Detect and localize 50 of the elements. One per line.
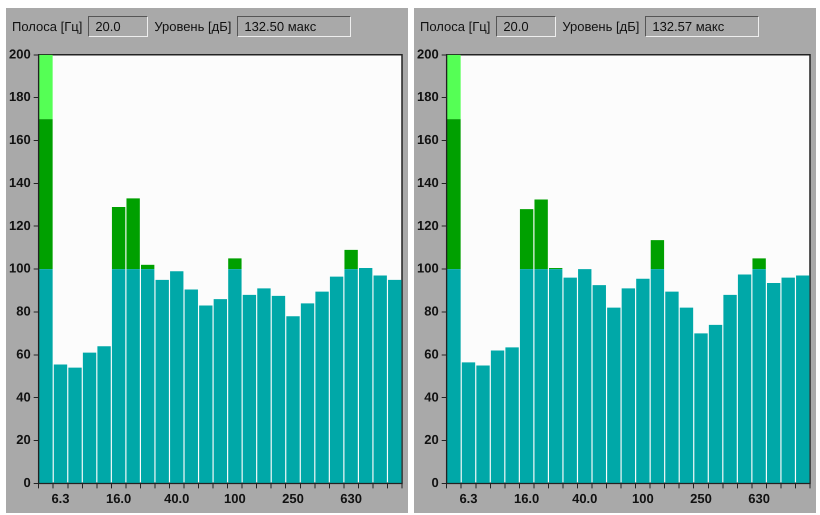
- x-tick-label: 100: [224, 490, 246, 506]
- x-tick-label: 630: [748, 490, 770, 506]
- x-tick-label: 630: [340, 490, 362, 506]
- bar: [228, 258, 242, 270]
- y-tick-label: 200: [8, 46, 31, 62]
- y-tick-label: 60: [424, 346, 439, 362]
- text: Уровень [дБ]: [562, 18, 640, 34]
- y-tick-label: 140: [416, 174, 439, 190]
- y-tick-label: 0: [431, 474, 439, 490]
- x-tick-label: 16.0: [106, 490, 132, 506]
- x-tick-label: 6.3: [459, 490, 478, 506]
- y-tick-label: 180: [8, 89, 31, 104]
- bar: [752, 258, 766, 270]
- y-tick-label: 40: [424, 389, 439, 404]
- text: Полоса [Гц]: [420, 18, 490, 34]
- bar: [344, 250, 358, 270]
- text: 132.50 макс: [237, 16, 352, 36]
- y-tick-label: 200: [416, 46, 439, 62]
- y-tick-label: 20: [16, 432, 31, 448]
- y-tick-label: 140: [8, 174, 31, 190]
- bar: [39, 54, 53, 120]
- x-tick-label: 40.0: [572, 490, 598, 506]
- y-tick-label: 100: [416, 260, 439, 276]
- y-tick-label: 20: [424, 432, 439, 448]
- y-tick-label: 160: [8, 132, 31, 148]
- text: Уровень [дБ]: [154, 18, 232, 34]
- y-tick-label: 80: [424, 304, 439, 319]
- x-tick-label: 40.0: [164, 490, 190, 506]
- text: 132.57 макс: [645, 16, 760, 36]
- x-tick-label: 250: [690, 490, 712, 506]
- y-tick-label: 60: [16, 346, 31, 362]
- bar: [447, 54, 461, 120]
- bar: [447, 119, 461, 270]
- x-tick-label: 16.0: [514, 490, 540, 506]
- y-tick-label: 120: [416, 218, 439, 233]
- x-tick-label: 6.3: [51, 490, 70, 506]
- y-tick-label: 40: [16, 389, 31, 404]
- y-tick-label: 120: [8, 218, 31, 233]
- y-tick-label: 80: [16, 304, 31, 319]
- y-tick-label: 100: [8, 260, 31, 276]
- text: 20.0: [88, 16, 148, 36]
- y-tick-label: 160: [416, 132, 439, 148]
- text: 20.0: [496, 16, 556, 36]
- text: Полоса [Гц]: [12, 18, 82, 34]
- bar: [39, 119, 53, 270]
- x-tick-label: 250: [282, 490, 304, 506]
- x-tick-label: 100: [632, 490, 654, 506]
- y-tick-label: 0: [23, 474, 31, 490]
- bar: [650, 240, 664, 270]
- y-tick-label: 180: [416, 89, 439, 104]
